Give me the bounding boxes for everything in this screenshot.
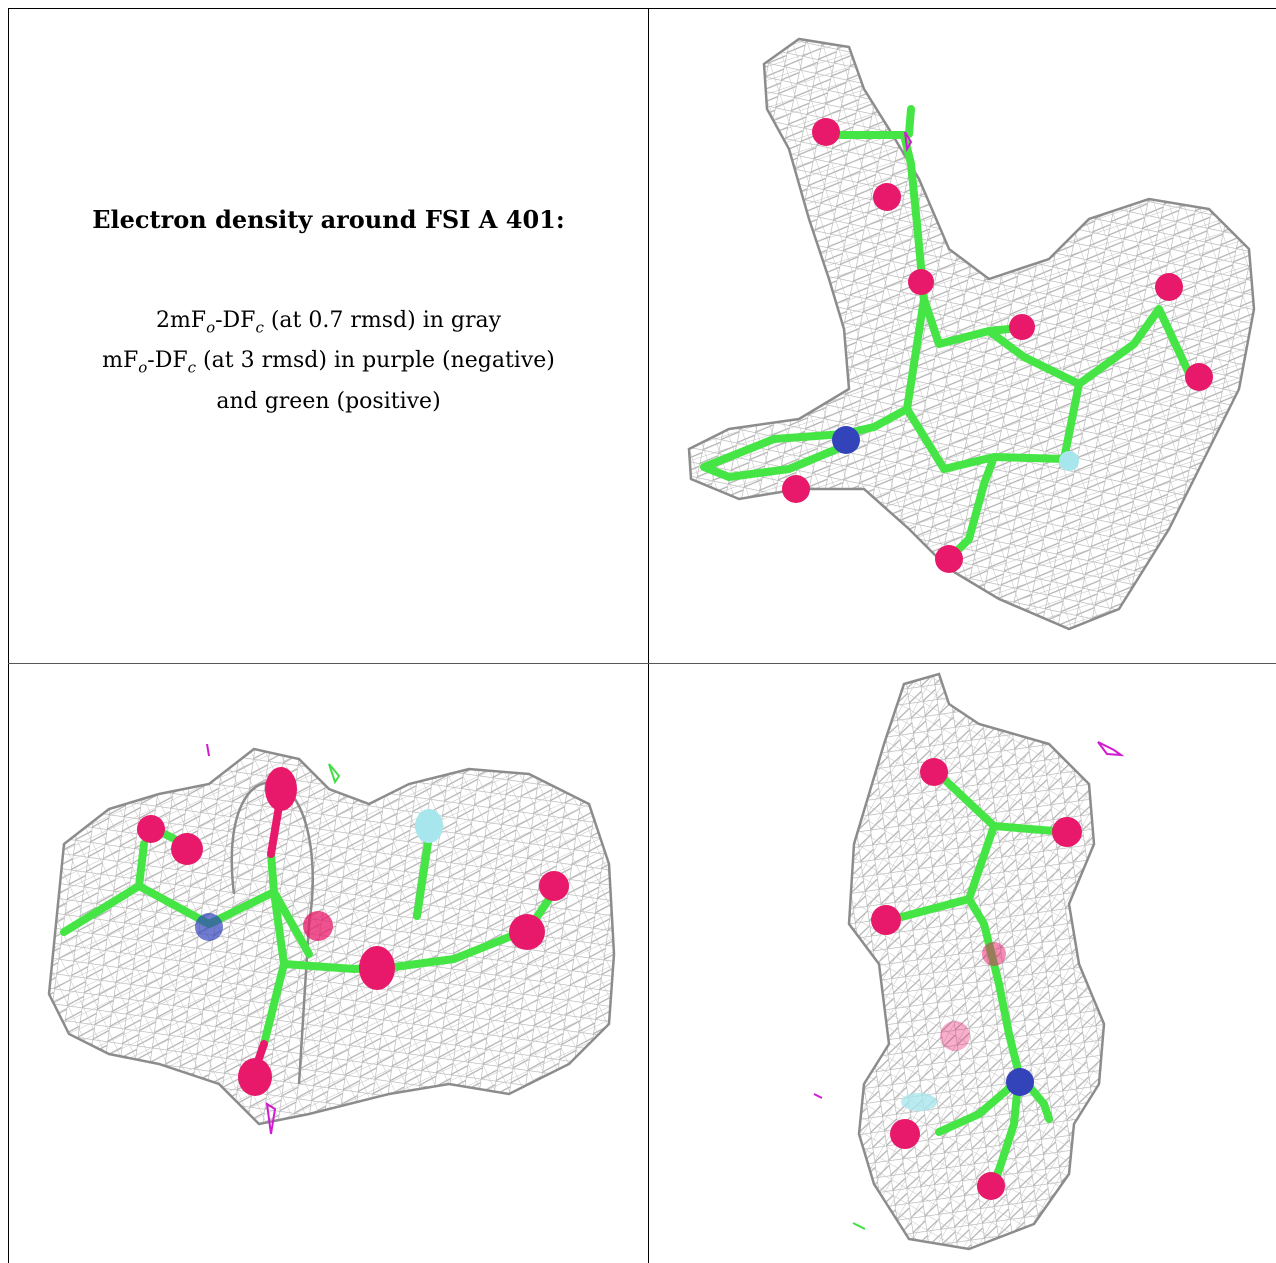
oxygen-atom [890, 1119, 920, 1149]
legend-line-positive: and green (positive) [216, 388, 441, 414]
density-view-1-image [687, 37, 1256, 631]
oxygen-atom [137, 815, 165, 843]
table-left-border [8, 8, 9, 1263]
oxygen-atom [1009, 314, 1035, 340]
density-view-2 [9, 664, 648, 1263]
nitrogen-atom [832, 426, 860, 454]
table-top-border [8, 8, 1276, 9]
oxygen-atom [265, 767, 297, 811]
positive-difference-density [852, 1222, 866, 1230]
legend-line-2fofc: 2mFo-DFc (at 0.7 rmsd) in gray [155, 308, 502, 337]
oxygen-atom [509, 914, 545, 950]
legend-title: Electron density around FSI A 401: [92, 205, 565, 234]
table-middle-divider [8, 663, 1276, 664]
oxygen-atom [920, 758, 948, 786]
table-center-divider [648, 8, 649, 1263]
legend-cell: Electron density around FSI A 401: 2mFo-… [9, 9, 648, 663]
fluorine-atom [901, 1093, 937, 1111]
oxygen-atom [782, 475, 810, 503]
negative-difference-density [1097, 741, 1125, 757]
fluorine-atom [1059, 451, 1079, 471]
density-view-3-image [813, 672, 1125, 1251]
positive-difference-density [328, 763, 341, 785]
oxygen-atom [977, 1172, 1005, 1200]
oxygen-atom [940, 1021, 970, 1051]
density-view-1 [649, 9, 1276, 663]
oxygen-atom [359, 946, 395, 990]
oxygen-atom [238, 1058, 272, 1096]
legend: Electron density around FSI A 401: 2mFo-… [9, 205, 648, 418]
ligand-model-1 [700, 105, 1213, 573]
ligand-model-3 [871, 758, 1082, 1200]
negative-difference-density [904, 131, 913, 153]
oxygen-atom [303, 911, 333, 941]
negative-difference-density [813, 1093, 823, 1099]
mesh-2fofc [847, 672, 1106, 1251]
oxygen-atom [812, 118, 840, 146]
fluorine-atom [415, 809, 443, 843]
oxygen-atom [1052, 817, 1082, 847]
oxygen-atom [1155, 273, 1183, 301]
oxygen-atom [1185, 363, 1213, 391]
nitrogen-atom [1006, 1068, 1034, 1096]
negative-difference-density [265, 1102, 277, 1135]
oxygen-atom [982, 942, 1006, 966]
legend-line-fofc: mFo-DFc (at 3 rmsd) in purple (negative) [102, 348, 555, 377]
ligand-model-2 [60, 767, 569, 1096]
nitrogen-atom [195, 913, 223, 941]
oxygen-atom [171, 833, 203, 865]
oxygen-atom [539, 871, 569, 901]
oxygen-atom [871, 905, 901, 935]
figure-grid: Electron density around FSI A 401: 2mFo-… [8, 8, 1276, 1263]
oxygen-atom [873, 183, 901, 211]
negative-difference-density [206, 743, 210, 757]
density-view-2-image [47, 743, 616, 1135]
density-view-3 [649, 664, 1276, 1263]
oxygen-atom [935, 545, 963, 573]
oxygen-atom [908, 269, 934, 295]
